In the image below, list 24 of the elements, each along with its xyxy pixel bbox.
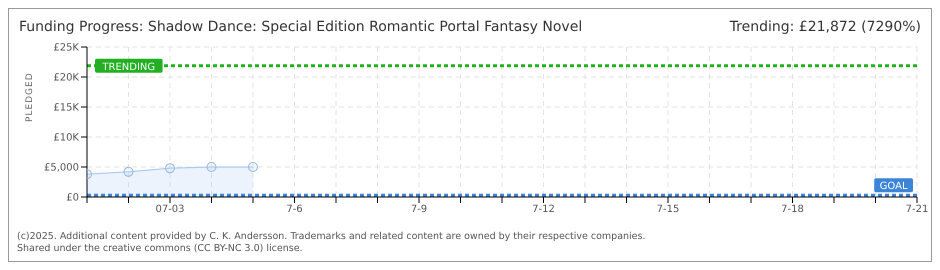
y-tick-label: £10K [53,132,80,144]
x-tick-label: 7-21 [906,204,928,216]
x-tick-label: 7-18 [781,204,804,216]
x-tick-label: 7-9 [410,204,428,216]
x-tick-label: 7-12 [532,204,555,216]
x-tick-label: 7-6 [286,204,303,216]
y-axis-title: PLEDGED [25,72,36,122]
y-tick-label: £5,000 [44,162,79,174]
chart-subtitle: Trending: £21,872 (7290%) [730,19,921,35]
chart-title: Funding Progress: Shadow Dance: Special Edition Romantic Portal Fantasy Novel [19,19,582,35]
y-tick-label: £0 [66,192,79,204]
point [165,163,175,174]
x-tick-label: 7-15 [656,204,680,216]
ref-line-label: GOAL [880,181,908,192]
point [124,166,134,177]
text: Shared under the creative commons (CC BY-NC 3.0) license. [17,243,304,255]
point [206,162,216,172]
text: (c)2025. Additional content provided by C. K. Andersson. Trademarks and related content are owned by their respective companies. [17,231,646,243]
y-tick-label: £20K [53,72,80,84]
y-tick-label: £15K [53,102,80,114]
y-tick-label: £25K [53,42,80,54]
x-tick-label: 07-03 [155,204,185,216]
point [248,162,258,172]
ref-line-label: TRENDING [101,62,156,73]
